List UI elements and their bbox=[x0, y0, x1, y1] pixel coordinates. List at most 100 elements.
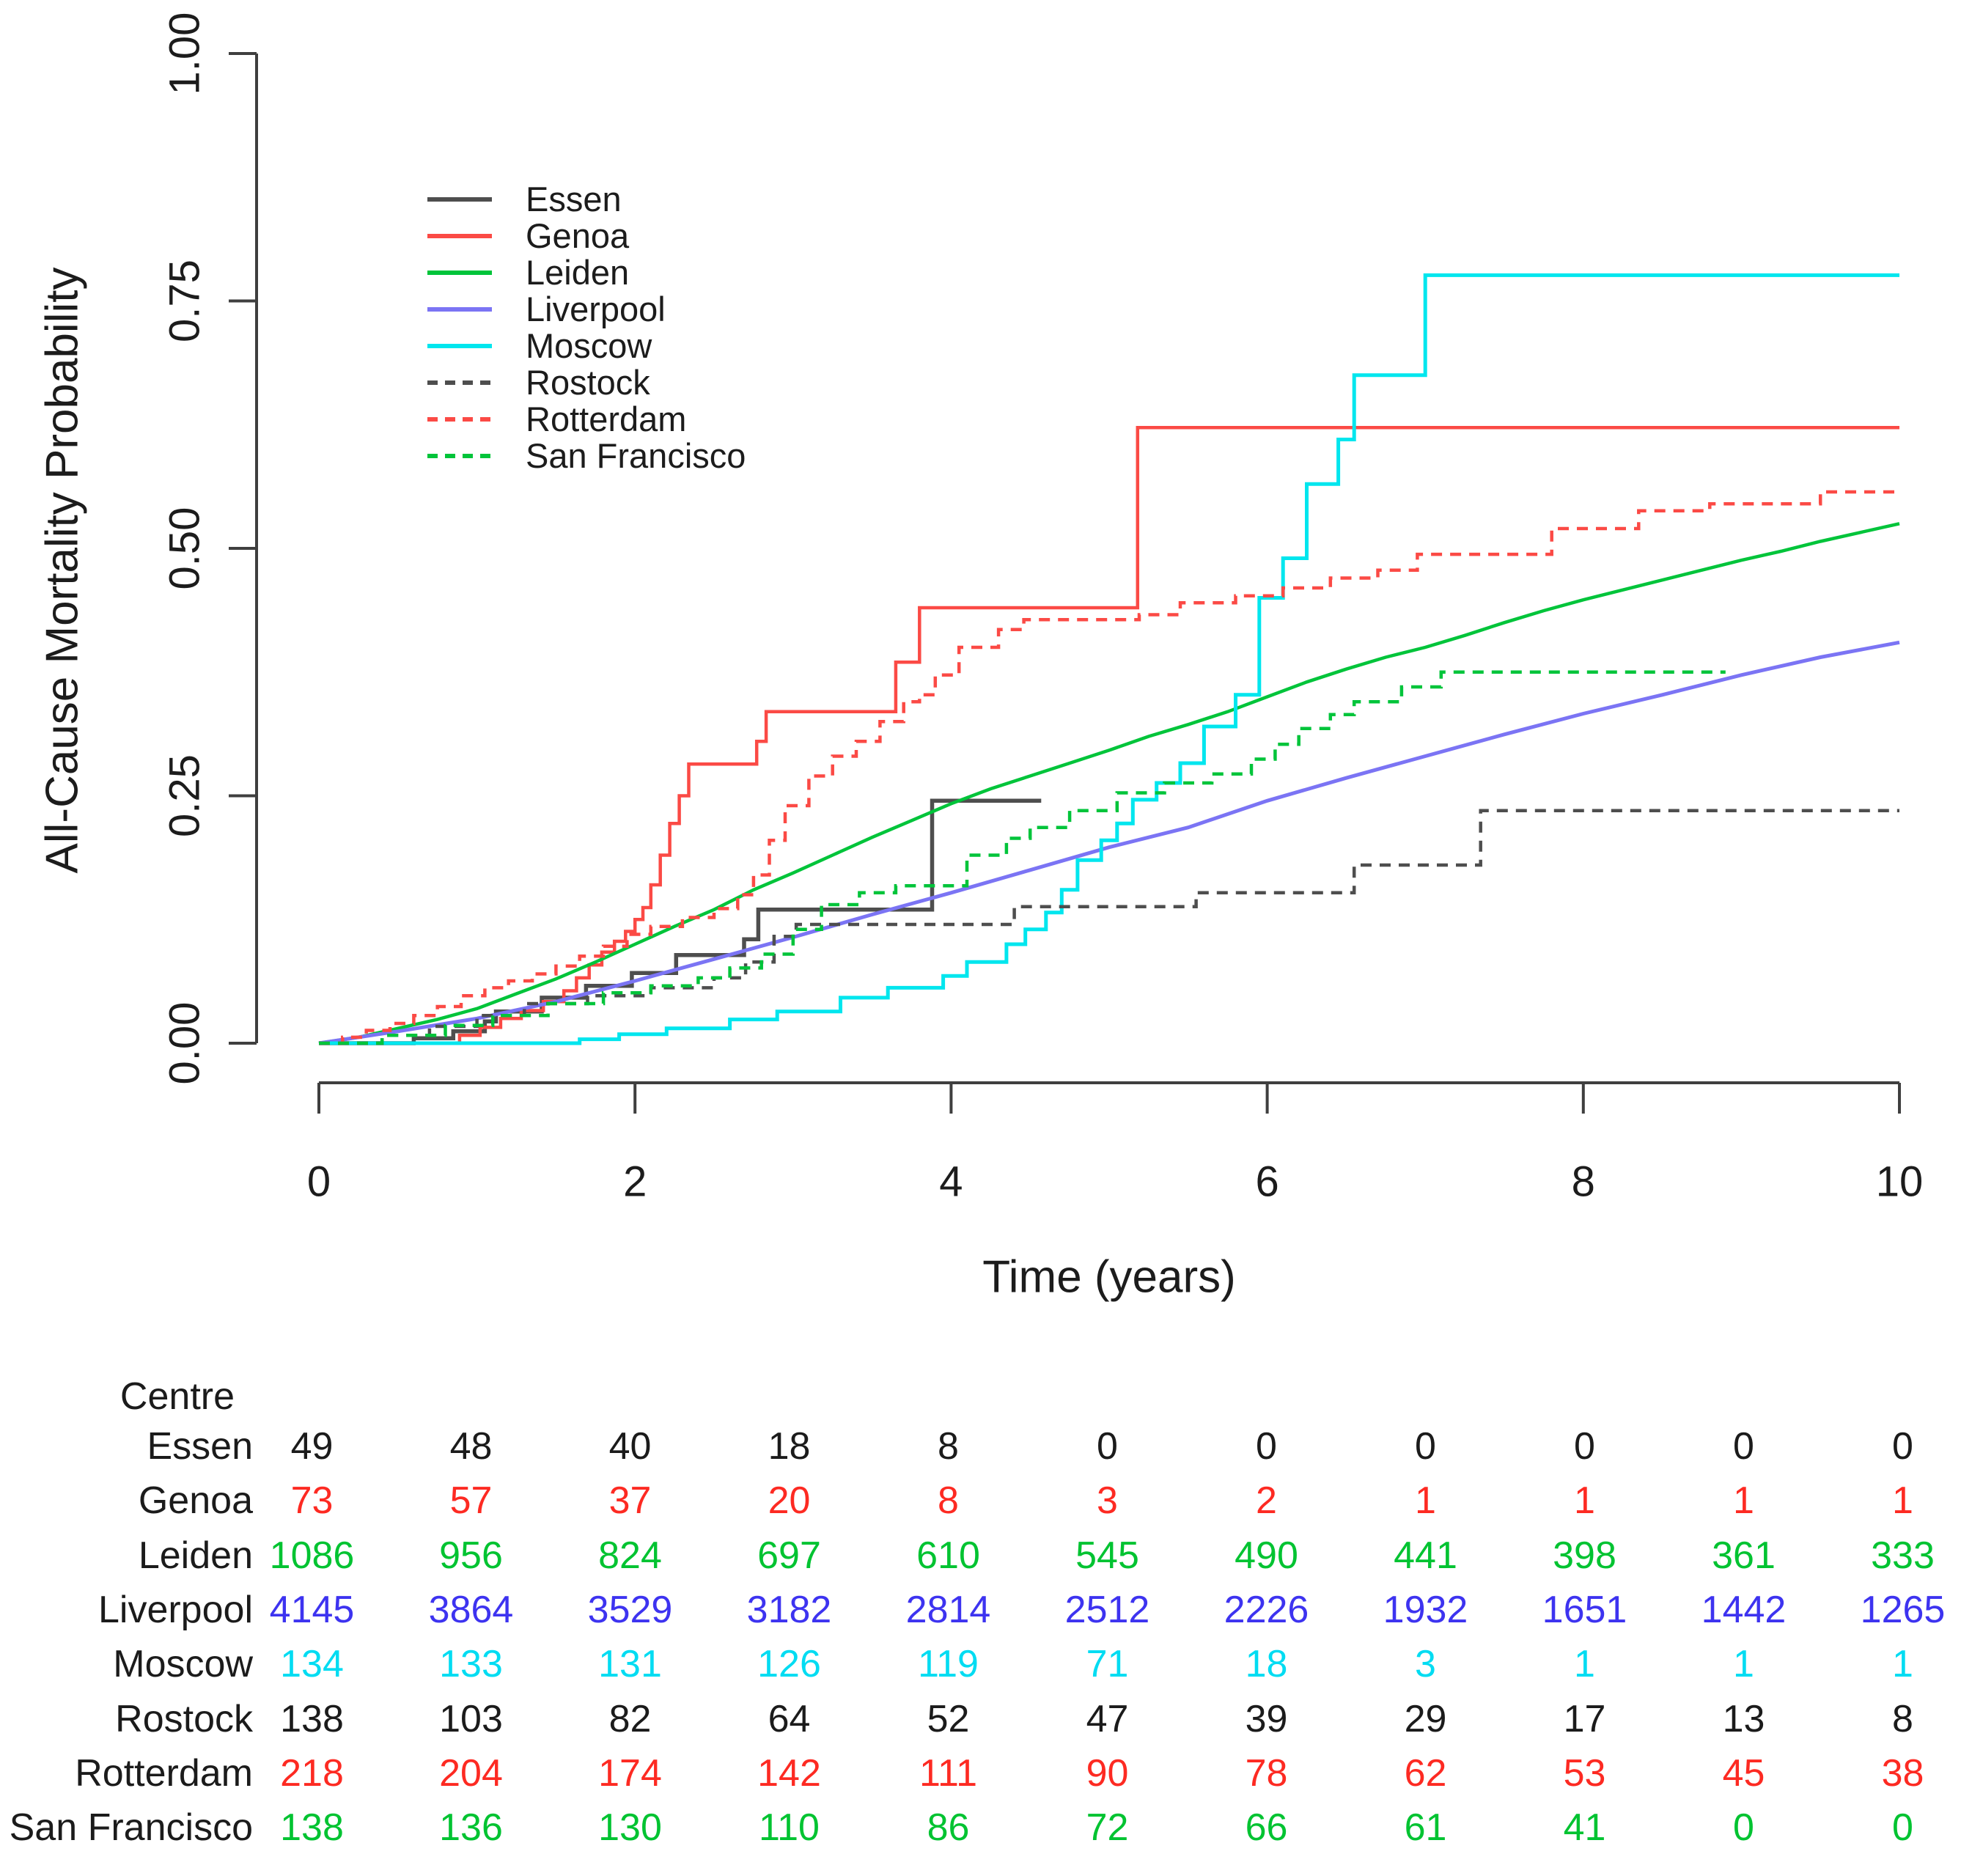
risk-count: 1086 bbox=[269, 1534, 355, 1577]
risk-count: 2 bbox=[1256, 1479, 1277, 1523]
risk-count: 18 bbox=[1245, 1643, 1288, 1686]
risk-count: 2226 bbox=[1224, 1589, 1309, 1632]
y-tick-label: 1.00 bbox=[161, 12, 209, 95]
risk-count: 0 bbox=[1892, 1425, 1913, 1468]
risk-table-title: Centre bbox=[119, 1375, 235, 1418]
risk-count: 333 bbox=[1871, 1534, 1935, 1577]
risk-row-leiden: 1086 956 824 697 610 545 490 441 398 361 333 bbox=[232, 1529, 1972, 1583]
risk-count: 53 bbox=[1563, 1752, 1606, 1795]
risk-row-moscow: 134 133 131 126 119 71 18 3 1 1 1 bbox=[232, 1637, 1972, 1691]
risk-count: 17 bbox=[1563, 1697, 1606, 1740]
risk-count: 130 bbox=[598, 1806, 662, 1850]
risk-count: 8 bbox=[938, 1479, 959, 1523]
legend-line-sample bbox=[427, 344, 492, 348]
risk-row-label: Leiden bbox=[138, 1534, 253, 1577]
risk-row-label: Genoa bbox=[138, 1479, 253, 1523]
risk-count: 20 bbox=[768, 1479, 811, 1523]
risk-count: 3182 bbox=[746, 1589, 832, 1632]
risk-row-san-francisco: 138 136 130 110 86 72 66 61 41 0 0 bbox=[232, 1800, 1972, 1855]
risk-count: 174 bbox=[598, 1752, 662, 1795]
legend-label: Rotterdam bbox=[526, 400, 687, 438]
risk-row-rostock: 138 103 82 64 52 47 39 29 17 13 8 bbox=[232, 1692, 1972, 1746]
curve-leiden bbox=[318, 522, 1900, 1045]
risk-count: 956 bbox=[439, 1534, 503, 1577]
x-tick-label: 8 bbox=[1572, 1158, 1595, 1206]
risk-count: 90 bbox=[1086, 1752, 1129, 1795]
risk-count: 697 bbox=[757, 1534, 821, 1577]
risk-count: 41 bbox=[1563, 1806, 1606, 1850]
risk-row-label: Liverpool bbox=[98, 1589, 253, 1632]
risk-count: 47 bbox=[1086, 1697, 1129, 1740]
risk-count: 398 bbox=[1553, 1534, 1616, 1577]
risk-count: 1442 bbox=[1701, 1589, 1787, 1632]
risk-count: 40 bbox=[608, 1425, 652, 1468]
risk-count: 18 bbox=[768, 1425, 811, 1468]
x-axis-title: Time (years) bbox=[982, 1251, 1236, 1303]
risk-row-label: Essen bbox=[147, 1425, 253, 1468]
risk-row-rotterdam: 218 204 174 142 111 90 78 62 53 45 38 bbox=[232, 1746, 1972, 1800]
risk-count: 136 bbox=[439, 1806, 503, 1850]
risk-count: 0 bbox=[1892, 1806, 1913, 1850]
legend-label: San Francisco bbox=[526, 436, 746, 475]
legend-label: Liverpool bbox=[526, 290, 666, 328]
curve-genoa bbox=[319, 426, 1899, 1045]
risk-row-label: Rostock bbox=[115, 1697, 253, 1740]
risk-count: 49 bbox=[290, 1425, 334, 1468]
curve-liverpool bbox=[318, 640, 1900, 1045]
curve-san-francisco bbox=[319, 670, 1726, 1045]
risk-count: 3 bbox=[1097, 1479, 1118, 1523]
risk-count: 142 bbox=[757, 1752, 821, 1795]
risk-count: 73 bbox=[290, 1479, 334, 1523]
risk-count: 71 bbox=[1086, 1643, 1129, 1686]
risk-count: 61 bbox=[1404, 1806, 1447, 1850]
risk-count: 1651 bbox=[1542, 1589, 1627, 1632]
y-tick-label: 0.25 bbox=[161, 754, 209, 837]
risk-row-label: Rotterdam bbox=[75, 1752, 253, 1795]
risk-count: 441 bbox=[1394, 1534, 1457, 1577]
legend-item-liverpool: Liverpool bbox=[427, 291, 746, 328]
risk-count: 1 bbox=[1574, 1643, 1595, 1686]
y-tick-label: 0.75 bbox=[161, 260, 209, 342]
legend-item-moscow: Moscow bbox=[427, 328, 746, 364]
legend-label: Leiden bbox=[526, 253, 630, 292]
legend-label: Genoa bbox=[526, 216, 630, 255]
risk-count: 82 bbox=[608, 1697, 652, 1740]
legend-item-genoa: Genoa bbox=[427, 218, 746, 254]
risk-count: 78 bbox=[1245, 1752, 1288, 1795]
risk-count: 0 bbox=[1415, 1425, 1436, 1468]
risk-count: 133 bbox=[439, 1643, 503, 1686]
risk-count: 62 bbox=[1404, 1752, 1447, 1795]
legend-item-essen: Essen bbox=[427, 181, 746, 218]
risk-count: 0 bbox=[1574, 1425, 1595, 1468]
risk-count: 48 bbox=[449, 1425, 493, 1468]
risk-count: 218 bbox=[280, 1752, 344, 1795]
risk-count: 8 bbox=[938, 1425, 959, 1468]
legend-dashed-line-sample bbox=[427, 380, 492, 385]
risk-count: 1932 bbox=[1383, 1589, 1468, 1632]
risk-count: 110 bbox=[759, 1806, 820, 1850]
risk-count: 0 bbox=[1256, 1425, 1277, 1468]
risk-count: 2814 bbox=[905, 1589, 991, 1632]
risk-count: 824 bbox=[598, 1534, 662, 1577]
x-tick-label: 4 bbox=[939, 1158, 963, 1206]
risk-count: 38 bbox=[1881, 1752, 1924, 1795]
risk-count: 138 bbox=[280, 1697, 344, 1740]
risk-count: 72 bbox=[1086, 1806, 1129, 1850]
x-tick-label: 6 bbox=[1255, 1158, 1279, 1206]
risk-count: 610 bbox=[916, 1534, 980, 1577]
risk-row-liverpool: 4145 3864 3529 3182 2814 2512 2226 1932 1651 1442… bbox=[232, 1583, 1972, 1637]
risk-count: 361 bbox=[1712, 1534, 1776, 1577]
legend-label: Moscow bbox=[526, 326, 652, 365]
risk-count: 45 bbox=[1722, 1752, 1765, 1795]
legend-line-sample bbox=[427, 234, 492, 238]
risk-count: 8 bbox=[1892, 1697, 1913, 1740]
risk-count: 138 bbox=[280, 1806, 344, 1850]
legend-line-sample bbox=[427, 307, 492, 312]
risk-count: 3 bbox=[1415, 1643, 1436, 1686]
risk-count: 119 bbox=[918, 1643, 979, 1686]
risk-count: 204 bbox=[439, 1752, 503, 1795]
risk-count: 3529 bbox=[587, 1589, 673, 1632]
risk-count: 1 bbox=[1892, 1479, 1913, 1523]
risk-count: 1 bbox=[1574, 1479, 1595, 1523]
